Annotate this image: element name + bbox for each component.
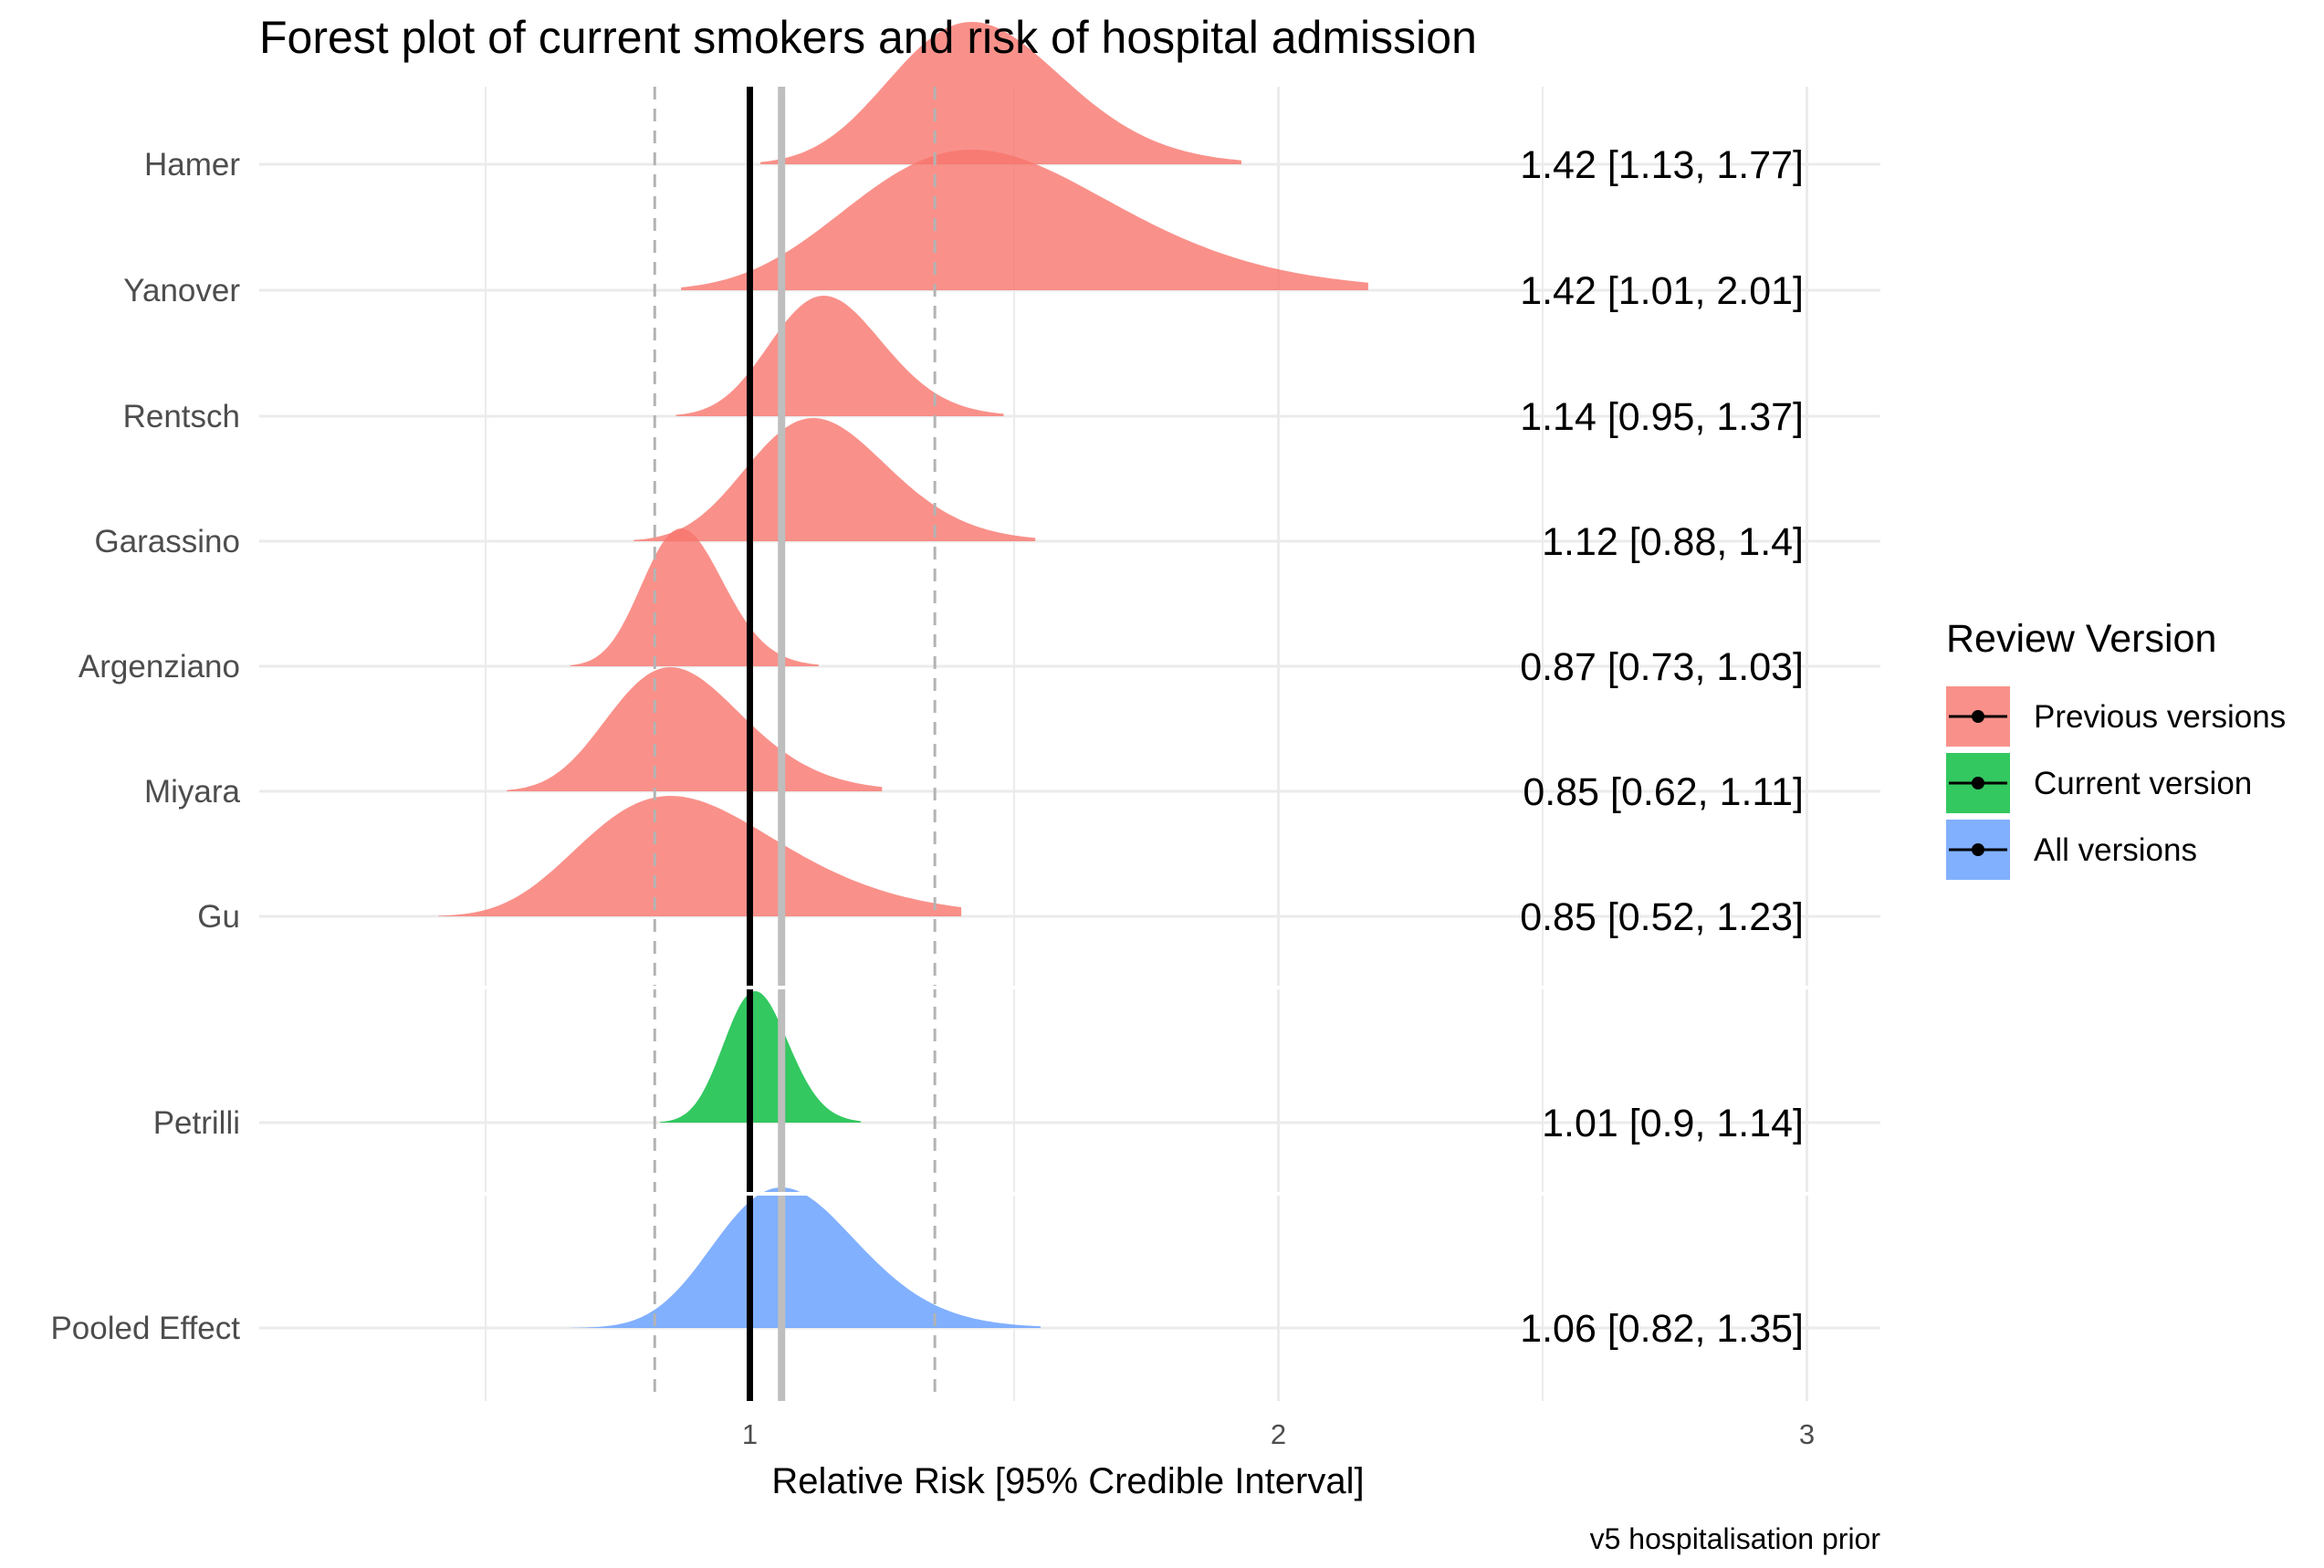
legend-label: All versions	[2034, 832, 2197, 868]
estimate-label: 0.85 [0.52, 1.23]	[1520, 895, 1804, 939]
caption: v5 hospitalisation prior	[1590, 1522, 1881, 1555]
estimate-label: 0.87 [0.73, 1.03]	[1520, 645, 1804, 689]
study-label: Rentsch	[123, 399, 240, 434]
x-tick-label: 3	[1799, 1418, 1815, 1450]
density-ridge	[570, 1187, 1041, 1328]
study-label: Miyara	[144, 774, 241, 810]
estimate-label: 1.42 [1.13, 1.77]	[1520, 143, 1804, 187]
estimate-label: 1.01 [0.9, 1.14]	[1542, 1102, 1804, 1145]
estimate-label: 1.14 [0.95, 1.37]	[1520, 395, 1804, 439]
legend-key-point	[1972, 710, 1984, 723]
density-ridge	[633, 418, 1036, 541]
study-label: Garassino	[94, 524, 240, 559]
estimate-label: 1.06 [0.82, 1.35]	[1520, 1307, 1804, 1351]
density-ridge	[507, 667, 883, 791]
legend-title: Review Version	[1946, 617, 2216, 661]
legend: Review Version Previous versions Current …	[1946, 617, 2286, 880]
density-ridge	[437, 796, 962, 916]
label-layer: Hamer 1.42 [1.13, 1.77] Yanover 1.42 [1.01,…	[50, 143, 1815, 1450]
estimate-label: 0.85 [0.62, 1.11]	[1523, 770, 1804, 814]
reference-lines	[259, 87, 1880, 1401]
density-ridge	[675, 296, 1004, 416]
density-ridge	[570, 528, 819, 666]
chart-title: Forest plot of current smokers and risk …	[259, 12, 1477, 63]
x-axis-title: Relative Risk [95% Credible Interval]	[771, 1461, 1364, 1501]
study-label: Yanover	[123, 273, 240, 308]
study-label: Hamer	[144, 147, 240, 183]
legend-label: Previous versions	[2034, 699, 2286, 735]
legend-key-point	[1972, 843, 1984, 856]
panel-separator	[259, 986, 1880, 989]
x-tick-label: 2	[1271, 1418, 1286, 1450]
legend-key-point	[1972, 777, 1984, 789]
panel-separator	[259, 1192, 1880, 1196]
study-label: Argenziano	[79, 649, 240, 685]
estimate-label: 1.42 [1.01, 2.01]	[1520, 269, 1804, 313]
density-ridge	[681, 150, 1368, 290]
estimate-label: 1.12 [0.88, 1.4]	[1542, 520, 1804, 564]
x-tick-label: 1	[742, 1418, 758, 1450]
study-label: Petrilli	[153, 1105, 240, 1141]
density-layer	[437, 22, 1368, 1328]
density-ridge	[760, 22, 1241, 164]
study-label: Pooled Effect	[50, 1311, 240, 1346]
density-ridge	[660, 991, 862, 1123]
study-label: Gu	[197, 899, 240, 935]
legend-label: Current version	[2034, 766, 2252, 801]
